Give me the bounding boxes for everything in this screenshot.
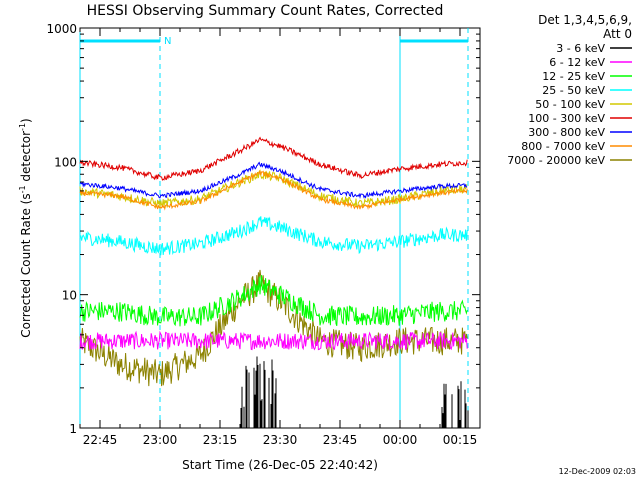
y-axis-label: Corrected Count Rate (s-1 detector-1) <box>18 118 33 337</box>
y-tick-label-2: 100 <box>54 155 77 169</box>
legend-title-line2: Att 0 <box>603 27 632 41</box>
x-tick-label-1: 23:00 <box>143 433 178 447</box>
y-label-sup1: -1 <box>18 185 27 193</box>
x-tick-label-4: 23:45 <box>323 433 358 447</box>
legend-label-5: 100 - 300 keV <box>528 112 605 125</box>
y-tick-label-3: 1000 <box>46 22 77 36</box>
series-12-25-keV <box>79 275 468 327</box>
axes-group: 22:45 23:00 23:15 23:30 23:45 00:00 00:15 1 10 10… <box>46 22 481 447</box>
series-50-100-keV <box>79 169 468 209</box>
legend-label-0: 3 - 6 keV <box>556 42 605 55</box>
series-800-7000-keV <box>79 170 468 211</box>
x-tick-label-5: 00:00 <box>383 433 418 447</box>
legend-label-7: 800 - 7000 keV <box>521 140 605 153</box>
x-axis-label: Start Time (26-Dec-05 22:40:42) <box>182 458 378 472</box>
series-7000-20000-keV <box>79 269 468 387</box>
y-tick-label-1: 10 <box>62 289 77 303</box>
y-label-part2: detector <box>19 131 33 186</box>
series-6-12-keV <box>79 330 468 351</box>
x-tick-label-0: 22:45 <box>83 433 118 447</box>
marker-label-0: N <box>164 36 171 47</box>
legend-label-6: 300 - 800 keV <box>528 126 605 139</box>
x-tick-label-6: 00:15 <box>443 433 478 447</box>
legend-label-8: 7000 - 20000 keV <box>507 154 605 167</box>
legend-title-line1: Det 1,3,4,5,6,9, <box>538 13 632 27</box>
series-25-50-keV <box>79 216 468 256</box>
legend-label-2: 12 - 25 keV <box>542 70 605 83</box>
x-tick-label-2: 23:15 <box>203 433 238 447</box>
night-overlay-group: N <box>79 28 469 428</box>
series-3-6-keV <box>240 356 469 428</box>
legend-label-4: 50 - 100 keV <box>535 98 605 111</box>
series-group <box>79 136 469 428</box>
series-100-300-keV <box>79 136 468 181</box>
y-label-sup2: -1 <box>18 123 27 131</box>
series-300-800-keV <box>79 161 468 200</box>
y-label-part3: ) <box>19 118 33 123</box>
y-tick-label-0: 1 <box>69 422 77 436</box>
chart-title: HESSI Observing Summary Count Rates, Cor… <box>87 3 444 19</box>
footer-timestamp: 12-Dec-2009 02:03 <box>559 467 636 476</box>
y-label-part1: Corrected Count Rate (s <box>19 193 33 337</box>
legend-label-1: 6 - 12 keV <box>549 56 605 69</box>
legend-label-3: 25 - 50 keV <box>542 84 605 97</box>
x-tick-label-3: 23:30 <box>263 433 298 447</box>
